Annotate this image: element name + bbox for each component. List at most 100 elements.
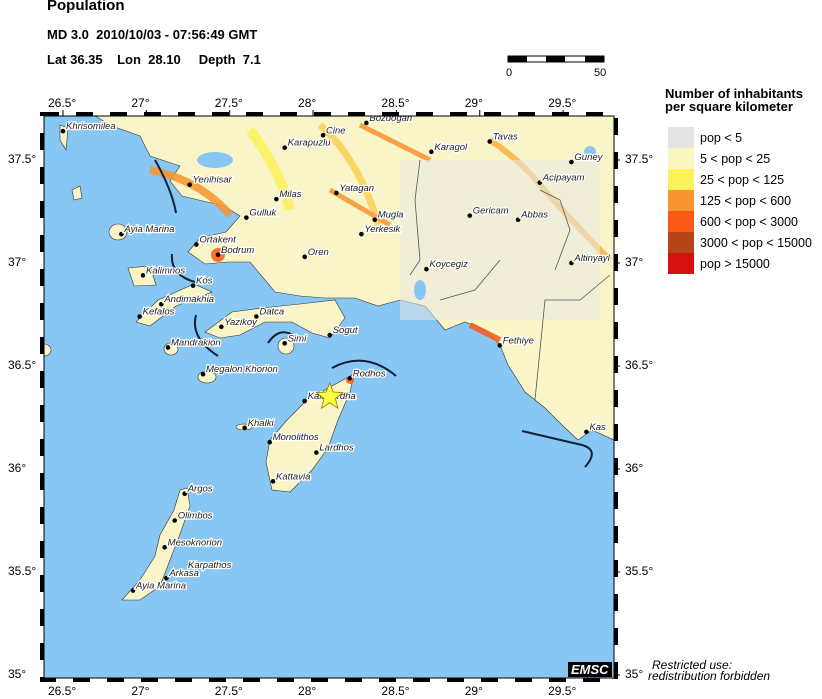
city-dot — [137, 314, 142, 319]
city-marker: Ortakent — [194, 233, 237, 247]
lat-tick-label-right: 36° — [625, 461, 644, 475]
lat-tick-label-left: 36.5° — [8, 358, 37, 372]
lon-tick-label-top: 26.5° — [48, 96, 77, 110]
city-dot — [200, 371, 206, 377]
city-dot — [242, 425, 248, 431]
city-dot — [429, 149, 434, 155]
city-label: Ortakent — [199, 234, 236, 245]
city-dot — [244, 215, 249, 220]
city-marker: Bozdogan — [364, 113, 413, 126]
city-marker: Sogut — [327, 324, 359, 338]
legend-swatch — [668, 190, 694, 211]
city-marker: Milas — [274, 188, 303, 202]
admin-border — [409, 159, 421, 276]
lake — [197, 152, 233, 168]
city-label: Argos — [187, 484, 213, 495]
city-label: Karapuzlu — [288, 138, 331, 149]
city-label: Arkasa — [168, 568, 199, 579]
city-label: Simi — [288, 333, 307, 344]
legend-label: pop > 15000 — [700, 256, 770, 271]
city-dot — [165, 345, 171, 350]
lon-tick-label-top: 27° — [131, 96, 150, 110]
legend-item: pop > 15000 — [668, 253, 770, 274]
fault-line — [331, 359, 397, 377]
city-label: Cine — [326, 125, 346, 136]
city-dot — [162, 544, 167, 550]
city-dot — [215, 252, 221, 258]
admin-border — [439, 259, 501, 301]
city-label: Guney — [574, 152, 603, 163]
city-label: Gulluk — [249, 208, 277, 219]
city-label: Bodrum — [221, 245, 254, 256]
restricted-use-note: Restricted use: redistribution forbidden — [648, 658, 770, 682]
fault-line — [521, 430, 593, 468]
lat-tick-label-right: 35.5° — [625, 564, 654, 578]
legend-title-line2: per square kilometer — [665, 99, 793, 114]
epicenter-star-icon — [315, 381, 345, 410]
event-magnitude-time: MD 3.0 2010/10/03 - 07:56:49 GMT — [47, 27, 258, 42]
city-marker: Fethiye — [497, 334, 535, 348]
city-label: Bozdogan — [369, 113, 412, 124]
city-label: Tavas — [493, 131, 518, 142]
city-marker: Kalimnos — [140, 264, 187, 278]
restricted-line1: Restricted use: — [652, 658, 733, 672]
legend-item: 125 < pop < 600 — [668, 190, 791, 211]
lon-tick-label-bottom: 28° — [298, 684, 317, 698]
lake-guney — [584, 146, 596, 158]
city-label: Yazikoy — [224, 317, 258, 328]
legend-label: 25 < pop < 125 — [700, 172, 785, 187]
city-label: Olimbos — [178, 511, 213, 522]
lon-tick-label-top: 29° — [464, 96, 483, 110]
city-label: Milas — [279, 189, 301, 200]
city-label: Andimakhia — [163, 294, 214, 305]
city-label: Yenihisar — [193, 175, 233, 186]
island-label: Karpathos — [188, 560, 232, 571]
city-label: Altinyayl — [573, 253, 610, 264]
city-dot — [172, 518, 177, 523]
city-label: Acipayam — [542, 173, 585, 184]
land-kos — [135, 283, 213, 327]
city-marker: Yerkesik — [359, 223, 403, 237]
city-dot — [254, 314, 259, 319]
city-marker: Arkasa — [164, 567, 200, 581]
admin-border — [539, 189, 571, 271]
city-label: Khalki — [248, 418, 275, 429]
city-dot — [282, 145, 288, 150]
lat-tick-label-left: 37° — [8, 255, 27, 269]
city-label: Mugla — [378, 210, 404, 221]
legend-label: 600 < pop < 3000 — [700, 214, 799, 229]
city-marker: Simi — [282, 332, 308, 346]
city-dot — [187, 182, 192, 188]
scale-end-label: 50 — [594, 67, 607, 79]
city-label: Kefalos — [143, 307, 175, 318]
city-dot — [314, 450, 319, 455]
city-marker: Karapuzlu — [282, 136, 332, 150]
city-label: Monolithos — [273, 432, 319, 443]
city-label: Sogut — [333, 325, 358, 336]
city-marker: Oren — [302, 246, 330, 260]
city-marker: Ayia Marina — [130, 579, 187, 593]
city-marker: Kefalos — [137, 305, 176, 319]
lon-tick-label-bottom: 27° — [131, 684, 150, 698]
legend-swatch — [668, 211, 694, 232]
city-label: Yatagan — [339, 183, 374, 194]
lat-tick-label-right: 37° — [625, 255, 644, 269]
legend-swatch — [668, 232, 694, 253]
city-marker: Yazikoy — [219, 316, 259, 330]
city-marker: Lardhos — [314, 441, 355, 455]
city-dot — [327, 332, 333, 338]
legend-title-line1: Number of inhabitants — [665, 86, 803, 101]
lon-tick-label-bottom: 26.5° — [48, 684, 77, 698]
city-dot — [334, 190, 339, 196]
legend-item: 25 < pop < 125 — [668, 169, 784, 190]
city-marker: Ayia Marina — [119, 223, 176, 237]
city-dot — [424, 266, 429, 272]
legend-item: pop < 5 — [668, 127, 742, 148]
city-marker: Altinyayl — [569, 252, 612, 266]
city-marker: Argos — [182, 482, 214, 497]
city-marker: Mesoknorion — [162, 536, 223, 550]
city-dot — [372, 217, 378, 223]
city-dot — [569, 260, 574, 266]
city-label: Rodhos — [353, 368, 386, 379]
